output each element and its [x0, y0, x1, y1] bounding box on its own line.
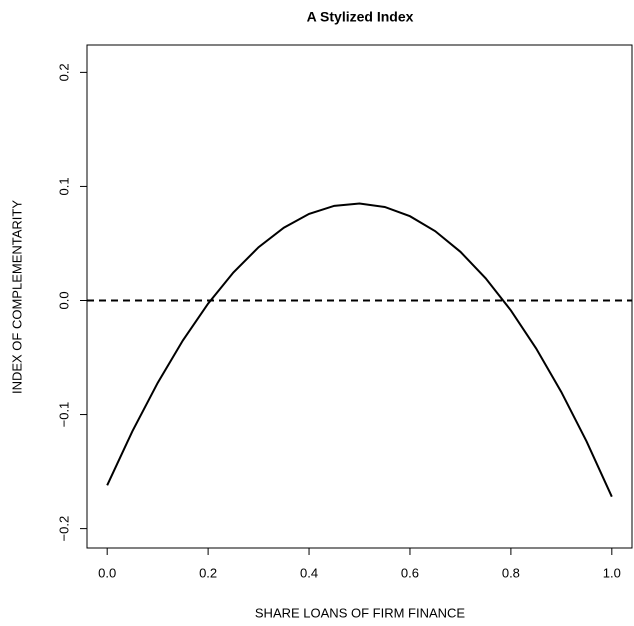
y-tick-label: −0.1	[56, 402, 71, 428]
y-tick-label: 0.2	[56, 63, 71, 81]
y-tick-label: −0.2	[56, 516, 71, 542]
x-axis-label: SHARE LOANS OF FIRM FINANCE	[255, 605, 466, 620]
line-series	[106, 202, 613, 498]
x-tick-label: 0.0	[98, 565, 116, 580]
x-tick-label: 0.8	[502, 565, 520, 580]
x-tick-label: 1.0	[603, 565, 621, 580]
x-tick-label: 0.6	[401, 565, 419, 580]
y-tick-label: 0.0	[56, 291, 71, 309]
y-tick-label: 0.1	[56, 177, 71, 195]
chart-title: A Stylized Index	[307, 9, 414, 25]
x-tick-label: 0.4	[300, 565, 318, 580]
y-axis-label: INDEX OF COMPLEMENTARITY	[9, 200, 24, 394]
plot-frame	[86, 44, 633, 549]
x-tick-label: 0.2	[199, 565, 217, 580]
